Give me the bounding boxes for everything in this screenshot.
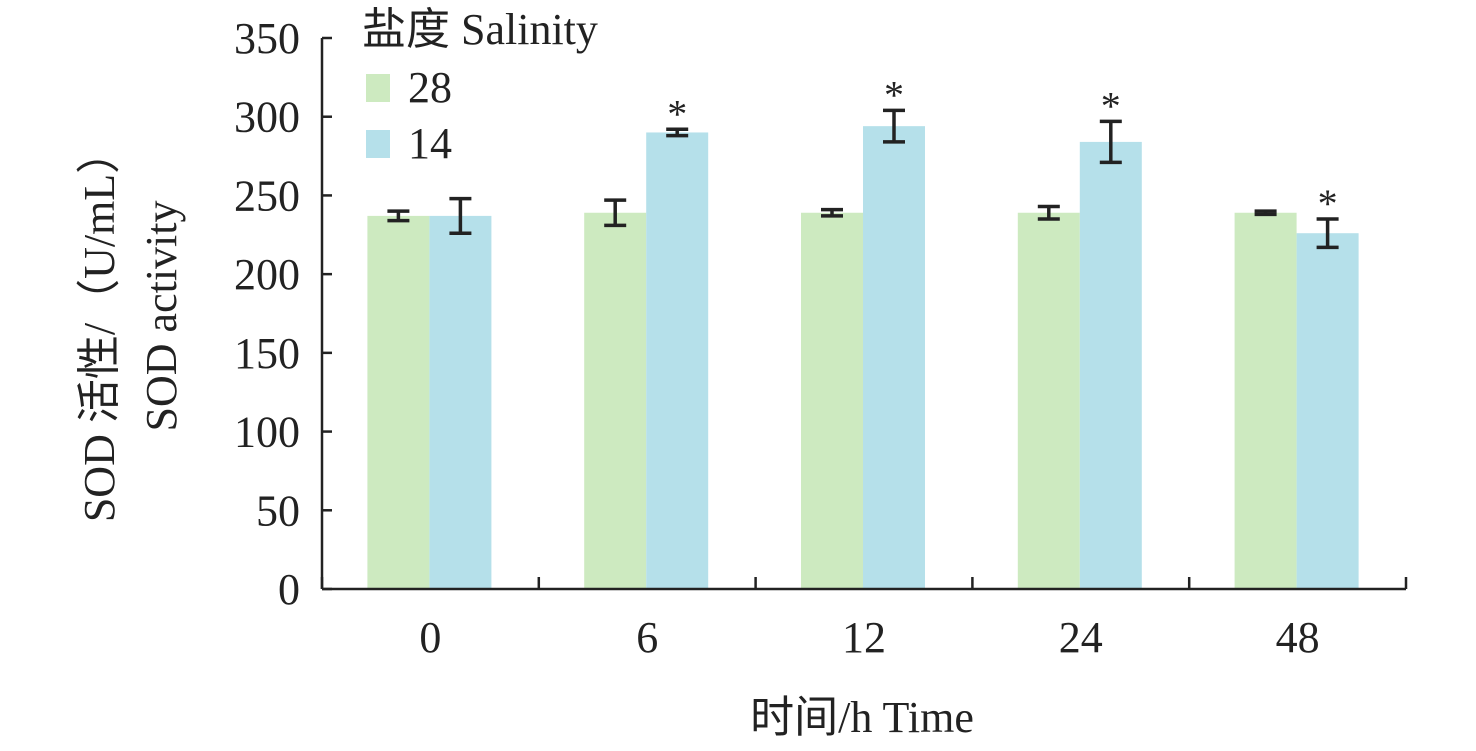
- y-tick-label: 200: [234, 250, 300, 299]
- y-tick-label: 0: [278, 565, 300, 614]
- significance-marker: *: [884, 72, 904, 117]
- bar-14-6: [646, 132, 709, 589]
- legend-swatch-14: [366, 130, 390, 158]
- bar-28-48: [1234, 212, 1297, 589]
- x-tick-label: 24: [1059, 613, 1103, 662]
- bar-28-12: [801, 212, 863, 589]
- y-tick-label: 150: [234, 329, 300, 378]
- error-bars-layer: [387, 108, 1339, 250]
- bar-28-6: [584, 212, 647, 589]
- y-axis-title-line2: SOD activity: [137, 201, 186, 432]
- y-tick-label: 50: [256, 486, 300, 535]
- bar-14-24: [1079, 141, 1142, 589]
- x-axis-title: 时间/h Time: [750, 693, 974, 742]
- legend-label-14: 14: [408, 119, 452, 168]
- y-axis-title-line1: SOD 活性/（U/mL）: [75, 130, 124, 522]
- x-tick-label: 6: [636, 613, 658, 662]
- x-tick-label: 48: [1276, 613, 1320, 662]
- y-tick-label: 100: [234, 408, 300, 457]
- y-tick-label: 300: [234, 93, 300, 142]
- x-tick-label: 0: [419, 613, 441, 662]
- bar-28-0: [367, 215, 430, 589]
- bar-14-48: [1296, 233, 1359, 589]
- significance-marker: *: [1101, 83, 1121, 128]
- axes-layer: [320, 38, 1406, 591]
- legend-label-28: 28: [408, 63, 452, 112]
- bars-layer: [367, 126, 1359, 589]
- significance-marker: *: [667, 91, 687, 136]
- y-tick-label: 350: [234, 14, 300, 63]
- y-ticks-layer: 0 50 100 150 200 250 300 350: [234, 14, 332, 614]
- legend-swatch-28: [366, 74, 390, 102]
- y-tick-label: 250: [234, 171, 300, 220]
- significance-layer: * * * *: [667, 72, 1337, 226]
- bar-28-24: [1017, 212, 1080, 589]
- bar-14-12: [863, 126, 925, 589]
- significance-marker: *: [1318, 181, 1338, 226]
- x-ticks-layer: 0 6 12 24 48: [320, 577, 1408, 662]
- bar-14-0: [429, 215, 492, 589]
- x-tick-label: 12: [842, 613, 886, 662]
- legend-title: 盐度 Salinity: [362, 5, 598, 54]
